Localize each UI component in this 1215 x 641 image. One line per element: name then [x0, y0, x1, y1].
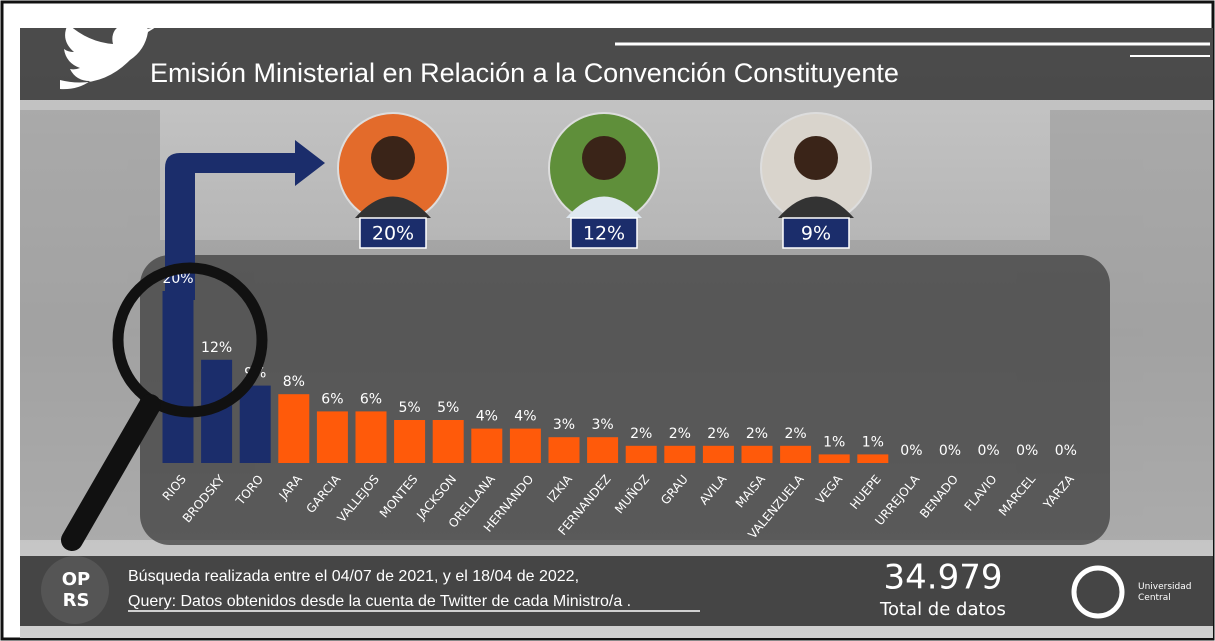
portrait-head: [582, 136, 626, 180]
portrait-body: [355, 196, 431, 218]
bar: [162, 291, 194, 463]
header-band: [20, 28, 1213, 100]
data-label: 1%: [862, 434, 884, 450]
data-label: 1%: [823, 434, 845, 450]
total-label: Total de datos: [879, 599, 1006, 620]
bar: [278, 394, 310, 463]
logo-text: RS: [63, 590, 90, 611]
data-label: 2%: [630, 426, 652, 442]
logo-text: OP: [62, 569, 91, 590]
bar: [509, 428, 541, 463]
bar: [741, 445, 773, 463]
chart-panel: [140, 255, 1110, 545]
badge: [570, 217, 638, 249]
data-label: 12%: [201, 340, 232, 356]
magnifier-lens: [112, 262, 268, 418]
logo-right: [1071, 565, 1125, 619]
data-label: 4%: [514, 409, 536, 425]
data-label: 6%: [360, 391, 382, 407]
bar: [625, 445, 657, 463]
badge-label: 20%: [372, 223, 414, 245]
data-label: 3%: [553, 417, 575, 433]
query-note: Query: Datos obtenidos desde la cuenta d…: [128, 593, 631, 610]
data-label: 8%: [283, 374, 305, 390]
bar: [432, 420, 464, 463]
portrait-head: [371, 136, 415, 180]
badge: [359, 217, 427, 249]
portrait-body: [778, 196, 854, 218]
data-label: 3%: [591, 417, 613, 433]
bar: [355, 411, 387, 463]
university-box: Universidad Central: [1138, 582, 1192, 603]
arrow: [165, 140, 325, 300]
data-label: 2%: [746, 426, 768, 442]
portrait-head: [794, 136, 838, 180]
bar: [818, 454, 850, 463]
badge: [782, 217, 850, 249]
badge-label: 9%: [801, 223, 831, 245]
data-label: 0%: [939, 443, 961, 459]
magnifier-handle: [61, 394, 161, 551]
bar: [394, 420, 426, 463]
bar: [780, 445, 812, 463]
data-label: 4%: [476, 409, 498, 425]
bar: [857, 454, 889, 463]
data-label: 0%: [977, 443, 999, 459]
chart-title: Emisión Ministerial en Relación a la Con…: [150, 58, 899, 88]
data-label: 2%: [784, 426, 806, 442]
data-label: 0%: [900, 443, 922, 459]
bar: [471, 428, 503, 463]
portrait-body: [566, 196, 642, 218]
twitter-icon: [60, 20, 156, 90]
bar: [702, 445, 734, 463]
data-label: 6%: [321, 391, 343, 407]
bar: [239, 385, 271, 463]
portraits: 20% 12% 9%: [337, 112, 872, 249]
bar: [587, 437, 619, 463]
logo-left: [41, 556, 109, 624]
data-label: 2%: [707, 426, 729, 442]
data-label: 5%: [437, 400, 459, 416]
data-label: 0%: [1016, 443, 1038, 459]
search-note: Búsqueda realizada entre el 04/07 de 202…: [128, 568, 579, 585]
bar: [664, 445, 696, 463]
footer-band: [20, 556, 1213, 626]
data-label: 5%: [398, 400, 420, 416]
badge-label: 12%: [583, 223, 625, 245]
total-value: 34.979: [884, 558, 1003, 598]
data-label: 2%: [669, 426, 691, 442]
bar: [548, 437, 580, 463]
bar: [316, 411, 348, 463]
data-label: 0%: [1055, 443, 1077, 459]
university-name: Universidad Central: [1138, 582, 1192, 603]
